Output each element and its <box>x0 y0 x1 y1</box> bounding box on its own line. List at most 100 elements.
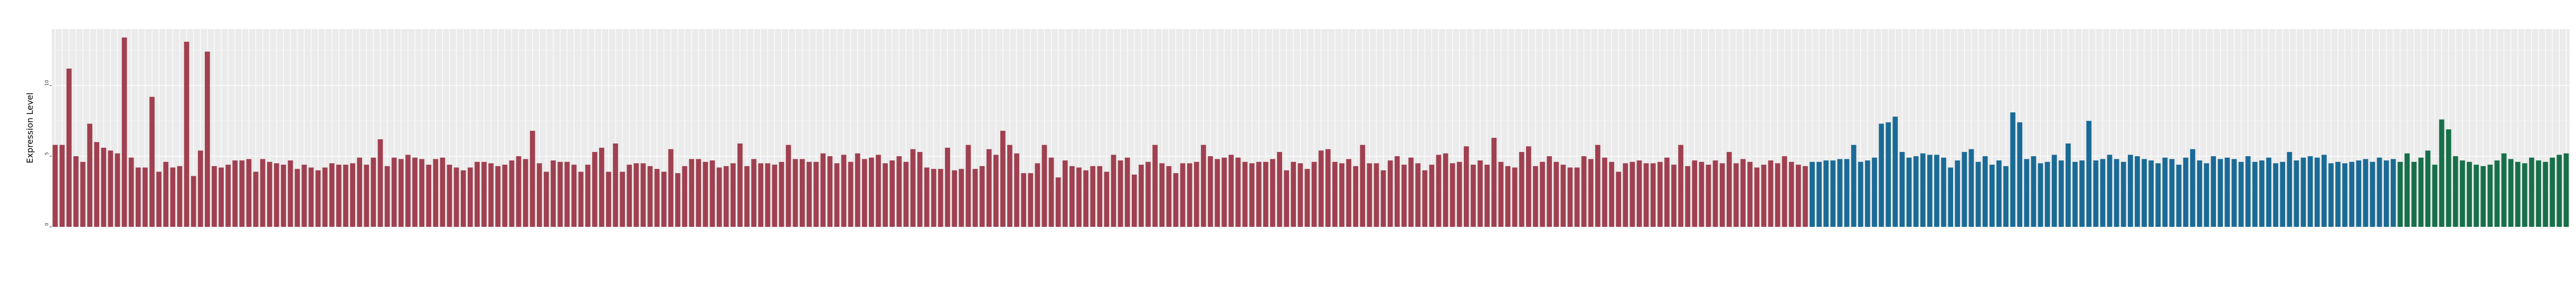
bar <box>128 157 134 227</box>
bar <box>1526 146 1531 227</box>
bar <box>1048 157 1054 227</box>
bar <box>2536 160 2541 227</box>
bar <box>1692 160 1698 227</box>
bar <box>1699 161 1704 227</box>
bar <box>2543 161 2548 227</box>
bar <box>1215 159 1220 227</box>
bar <box>453 167 459 227</box>
bar <box>1104 171 1110 227</box>
bar <box>1284 170 1289 227</box>
bar <box>2107 155 2113 227</box>
bar <box>440 157 446 227</box>
bar <box>2328 163 2334 227</box>
bar <box>2550 157 2555 227</box>
bar <box>599 148 604 227</box>
bar <box>2259 160 2265 227</box>
bar <box>1567 167 1573 227</box>
bar <box>1298 163 1303 227</box>
bar <box>1886 122 1891 227</box>
bar <box>2432 165 2438 227</box>
bar <box>371 157 376 227</box>
bar <box>2218 159 2223 227</box>
bar <box>2128 155 2133 227</box>
bar <box>1540 161 1545 227</box>
bar <box>2480 166 2486 227</box>
y-tick-label: 0 <box>45 223 50 226</box>
bar <box>502 165 508 227</box>
bar <box>1602 157 1607 227</box>
bar <box>1422 170 1428 227</box>
bar <box>1560 165 1566 227</box>
bar <box>225 165 231 227</box>
bar <box>212 166 217 227</box>
y-axis: 0 5 10 <box>45 80 52 227</box>
bar <box>2342 163 2347 227</box>
bar <box>792 159 798 227</box>
bar <box>1851 145 1857 227</box>
bar <box>2460 160 2465 227</box>
bar <box>2563 153 2569 227</box>
bar <box>1975 161 1981 227</box>
bar <box>1464 146 1469 227</box>
bar <box>2501 153 2507 227</box>
bar <box>1055 177 1061 227</box>
bar <box>2135 156 2140 227</box>
bar <box>1768 160 1774 227</box>
bar <box>2003 166 2009 227</box>
bar <box>1498 161 1504 227</box>
bar <box>1325 149 1331 227</box>
bar <box>2231 159 2237 227</box>
bar <box>495 166 501 227</box>
bar <box>876 155 881 227</box>
bar <box>972 169 978 227</box>
bar <box>785 145 791 227</box>
bar <box>1367 163 1372 227</box>
bar <box>329 163 335 227</box>
bar <box>2446 129 2451 227</box>
bar <box>2287 152 2293 227</box>
bar <box>2155 163 2161 227</box>
bar <box>696 159 702 227</box>
bar <box>2266 157 2271 227</box>
bar <box>1816 161 1822 227</box>
bar <box>1788 161 1794 227</box>
bar <box>1353 166 1359 227</box>
bar <box>1734 163 1739 227</box>
bar <box>723 166 729 227</box>
bar <box>799 159 805 227</box>
bar <box>2162 157 2168 227</box>
bar <box>301 165 307 227</box>
bar <box>661 171 667 227</box>
bar <box>571 165 577 227</box>
bar <box>592 152 598 227</box>
bar <box>945 148 950 227</box>
bar <box>1554 161 1559 227</box>
bar <box>1803 166 1808 227</box>
bar <box>2245 156 2251 227</box>
bar <box>1249 163 1255 227</box>
bar <box>2425 150 2431 227</box>
bar <box>467 167 473 227</box>
bar <box>2211 156 2216 227</box>
bar <box>2398 161 2403 227</box>
bar <box>1456 161 1462 227</box>
bar <box>2487 165 2493 227</box>
bar <box>1505 166 1511 227</box>
bar <box>2452 156 2458 227</box>
bar <box>1678 145 1683 227</box>
bar <box>551 160 556 227</box>
bar <box>2086 121 2092 227</box>
bar <box>1519 152 1524 227</box>
bar <box>426 165 432 227</box>
bar <box>1062 160 1068 227</box>
bar <box>564 161 570 227</box>
bar <box>675 173 680 227</box>
bar <box>1415 163 1420 227</box>
bar <box>869 157 874 227</box>
bar <box>1228 155 1234 227</box>
bar <box>585 165 591 227</box>
bar <box>475 161 480 227</box>
bar <box>1291 161 1296 227</box>
bar <box>412 157 418 227</box>
bar <box>121 37 127 227</box>
